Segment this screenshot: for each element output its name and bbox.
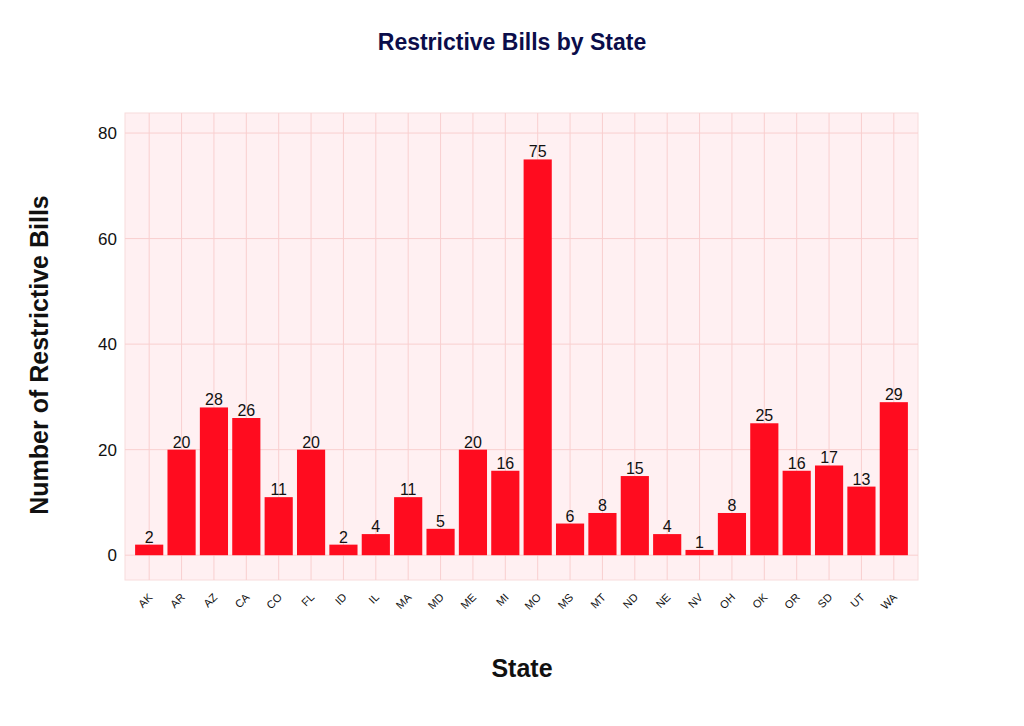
data-label: 8 <box>727 497 736 514</box>
x-tick-label: IL <box>366 591 381 606</box>
x-tick-label: AK <box>136 590 155 609</box>
data-label: 17 <box>820 449 838 466</box>
bar <box>232 418 260 555</box>
x-tick-labels: AK AR AZ CA CO FL ID IL MA MD ME MI MO MS MT ND NE NV OH OK… <box>136 590 900 611</box>
data-label: 13 <box>853 471 871 488</box>
x-tick-label: MI <box>494 591 511 608</box>
bar <box>200 407 228 555</box>
chart-container: 0 20 40 60 80 2 20 28 26 11 20 2 4 11 5 20 16 75 6 8 15 4 1 8 25… <box>0 0 1024 726</box>
x-axis-label: State <box>491 654 552 682</box>
data-label: 20 <box>302 434 320 451</box>
x-tick-label: ND <box>621 591 641 611</box>
x-tick-label: CO <box>264 591 284 611</box>
data-label: 15 <box>626 460 644 477</box>
grid-line-y <box>125 238 918 239</box>
x-tick-label: ME <box>458 591 478 611</box>
y-axis-label: Number of Restrictive Bills <box>25 195 53 515</box>
bar <box>426 529 454 555</box>
x-tick-label: MA <box>393 590 414 611</box>
bar <box>167 450 195 556</box>
y-tick-label: 60 <box>98 230 117 249</box>
bar <box>362 534 390 555</box>
bar <box>783 471 811 555</box>
y-tick-label: 80 <box>98 124 117 143</box>
y-tick-label: 20 <box>98 441 117 460</box>
bar <box>394 497 422 555</box>
data-label: 20 <box>173 434 191 451</box>
data-label: 28 <box>205 391 223 408</box>
bar <box>621 476 649 555</box>
grid-line-x <box>149 113 150 580</box>
data-label: 4 <box>663 518 672 535</box>
bar <box>491 471 519 555</box>
grid-line-y <box>125 344 918 345</box>
data-label: 8 <box>598 497 607 514</box>
bar <box>718 513 746 555</box>
x-tick-label: AR <box>168 591 187 610</box>
data-label: 16 <box>496 455 514 472</box>
data-label: 29 <box>885 386 903 403</box>
bar <box>135 545 163 556</box>
data-label: 26 <box>237 402 255 419</box>
x-tick-label: MT <box>588 591 608 611</box>
bar <box>815 465 843 555</box>
data-label: 20 <box>464 434 482 451</box>
grid-line-x <box>699 113 700 580</box>
plot-area <box>125 113 918 580</box>
x-tick-label: ID <box>333 591 349 607</box>
x-tick-label: FL <box>299 591 317 609</box>
x-tick-label: OR <box>782 591 802 611</box>
x-tick-label: NV <box>686 590 706 610</box>
data-label: 11 <box>400 481 417 498</box>
grid-line-x <box>440 113 441 580</box>
y-tick-label: 0 <box>108 546 117 565</box>
bar <box>329 545 357 556</box>
bar <box>653 534 681 555</box>
bar <box>588 513 616 555</box>
x-tick-label: AZ <box>201 591 220 610</box>
x-tick-label: SD <box>815 591 834 610</box>
bar <box>297 450 325 556</box>
data-label: 4 <box>371 518 380 535</box>
data-label: 2 <box>339 529 348 546</box>
data-label: 6 <box>566 508 575 525</box>
chart-title: Restrictive Bills by State <box>378 29 646 55</box>
bar <box>524 159 552 555</box>
data-label: 25 <box>755 407 773 424</box>
x-tick-label: OK <box>750 590 770 610</box>
grid-line-y <box>125 133 918 134</box>
data-label: 2 <box>145 529 154 546</box>
x-tick-label: NE <box>653 591 672 610</box>
bar <box>847 487 875 556</box>
grid-line-x <box>343 113 344 580</box>
data-label: 75 <box>529 143 547 160</box>
data-label: 1 <box>695 534 704 551</box>
x-tick-label: MS <box>555 591 575 611</box>
chart-svg: 0 20 40 60 80 2 20 28 26 11 20 2 4 11 5 20 16 75 6 8 15 4 1 8 25… <box>0 0 1024 726</box>
bar <box>750 423 778 555</box>
bar <box>459 450 487 556</box>
bars <box>135 159 908 555</box>
x-tick-label: OH <box>717 591 737 611</box>
bar <box>556 524 584 556</box>
data-label: 16 <box>788 455 806 472</box>
grid-line-x <box>667 113 668 580</box>
x-tick-label: WA <box>878 590 899 611</box>
data-label: 11 <box>270 481 287 498</box>
x-tick-label: UT <box>848 591 867 610</box>
data-labels: 2 20 28 26 11 20 2 4 11 5 20 16 75 6 8 15 4 1 8 25 16 17 13 29 <box>145 143 903 550</box>
x-tick-label: MO <box>522 591 543 612</box>
y-tick-labels: 0 20 40 60 80 <box>98 124 117 565</box>
bar <box>880 402 908 555</box>
grid <box>125 113 918 580</box>
x-tick-label: MD <box>425 591 446 612</box>
bar <box>265 497 293 555</box>
data-label: 5 <box>436 513 445 530</box>
y-tick-label: 40 <box>98 335 117 354</box>
grid-line-x <box>375 113 376 580</box>
x-tick-label: CA <box>232 590 252 610</box>
